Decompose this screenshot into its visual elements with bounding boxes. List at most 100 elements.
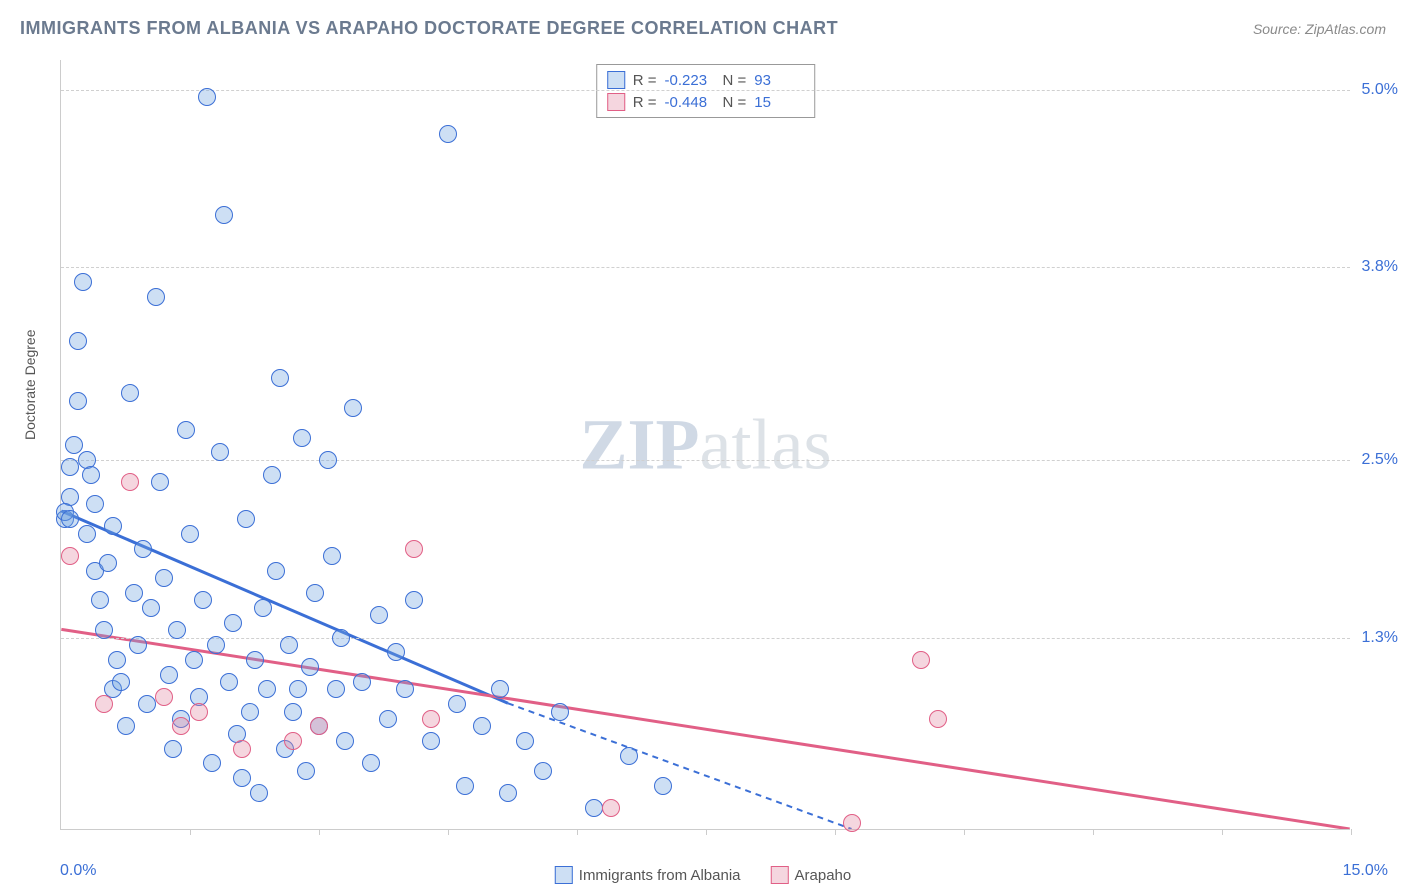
scatter-point-arapaho bbox=[405, 540, 423, 558]
scatter-point-albania bbox=[263, 466, 281, 484]
legend-n-label: N = bbox=[723, 94, 747, 111]
x-tick bbox=[1351, 829, 1352, 835]
x-tick bbox=[448, 829, 449, 835]
scatter-point-albania bbox=[91, 591, 109, 609]
x-tick bbox=[577, 829, 578, 835]
scatter-point-albania bbox=[164, 740, 182, 758]
scatter-point-albania bbox=[473, 717, 491, 735]
y-tick-label: 1.3% bbox=[1362, 629, 1398, 647]
scatter-point-albania bbox=[491, 680, 509, 698]
scatter-point-arapaho bbox=[310, 717, 328, 735]
series-legend: Immigrants from Albania Arapaho bbox=[555, 866, 851, 884]
scatter-point-arapaho bbox=[284, 732, 302, 750]
gridline bbox=[61, 460, 1350, 461]
legend-swatch bbox=[555, 866, 573, 884]
legend-swatch bbox=[771, 866, 789, 884]
scatter-point-albania bbox=[439, 125, 457, 143]
gridline bbox=[61, 90, 1350, 91]
scatter-point-albania bbox=[224, 614, 242, 632]
scatter-point-albania bbox=[306, 584, 324, 602]
y-tick-label: 2.5% bbox=[1362, 451, 1398, 469]
legend-swatch bbox=[607, 71, 625, 89]
scatter-point-albania bbox=[203, 754, 221, 772]
scatter-point-albania bbox=[121, 384, 139, 402]
legend-n-value: 93 bbox=[754, 72, 804, 89]
scatter-point-albania bbox=[134, 540, 152, 558]
scatter-point-albania bbox=[129, 636, 147, 654]
legend-r-value: -0.448 bbox=[665, 94, 715, 111]
scatter-point-albania bbox=[61, 510, 79, 528]
scatter-point-albania bbox=[185, 651, 203, 669]
scatter-point-albania bbox=[654, 777, 672, 795]
scatter-point-albania bbox=[194, 591, 212, 609]
scatter-point-albania bbox=[254, 599, 272, 617]
scatter-point-albania bbox=[250, 784, 268, 802]
trend-line-dashed-albania bbox=[508, 703, 852, 829]
scatter-point-albania bbox=[177, 421, 195, 439]
scatter-point-albania bbox=[327, 680, 345, 698]
scatter-point-albania bbox=[168, 621, 186, 639]
scatter-point-albania bbox=[181, 525, 199, 543]
chart-title: IMMIGRANTS FROM ALBANIA VS ARAPAHO DOCTO… bbox=[20, 18, 838, 39]
scatter-point-albania bbox=[353, 673, 371, 691]
scatter-point-albania bbox=[551, 703, 569, 721]
scatter-point-arapaho bbox=[912, 651, 930, 669]
scatter-point-arapaho bbox=[843, 814, 861, 832]
scatter-point-albania bbox=[233, 769, 251, 787]
scatter-point-albania bbox=[362, 754, 380, 772]
scatter-point-albania bbox=[69, 332, 87, 350]
series-legend-item-arapaho: Arapaho bbox=[771, 866, 852, 884]
legend-n-value: 15 bbox=[754, 94, 804, 111]
scatter-point-albania bbox=[211, 443, 229, 461]
legend-n-label: N = bbox=[723, 72, 747, 89]
scatter-point-albania bbox=[620, 747, 638, 765]
scatter-point-albania bbox=[246, 651, 264, 669]
scatter-point-albania bbox=[456, 777, 474, 795]
gridline bbox=[61, 267, 1350, 268]
x-tick bbox=[190, 829, 191, 835]
scatter-point-albania bbox=[160, 666, 178, 684]
scatter-point-albania bbox=[237, 510, 255, 528]
scatter-point-albania bbox=[585, 799, 603, 817]
scatter-point-albania bbox=[215, 206, 233, 224]
x-axis-min-label: 0.0% bbox=[60, 862, 96, 880]
scatter-point-albania bbox=[95, 621, 113, 639]
scatter-point-arapaho bbox=[172, 717, 190, 735]
scatter-point-albania bbox=[155, 569, 173, 587]
legend-swatch bbox=[607, 93, 625, 111]
x-tick bbox=[835, 829, 836, 835]
scatter-point-albania bbox=[448, 695, 466, 713]
scatter-point-albania bbox=[86, 495, 104, 513]
legend-row-albania: R =-0.223N =93 bbox=[607, 69, 805, 91]
scatter-point-albania bbox=[151, 473, 169, 491]
scatter-point-albania bbox=[405, 591, 423, 609]
x-tick bbox=[1093, 829, 1094, 835]
scatter-point-arapaho bbox=[190, 703, 208, 721]
x-tick bbox=[964, 829, 965, 835]
scatter-point-albania bbox=[99, 554, 117, 572]
scatter-point-albania bbox=[499, 784, 517, 802]
scatter-point-albania bbox=[241, 703, 259, 721]
scatter-point-albania bbox=[336, 732, 354, 750]
scatter-point-arapaho bbox=[929, 710, 947, 728]
scatter-point-arapaho bbox=[233, 740, 251, 758]
scatter-point-albania bbox=[332, 629, 350, 647]
trend-line-albania bbox=[61, 511, 508, 703]
source-label: Source: ZipAtlas.com bbox=[1253, 21, 1386, 37]
scatter-point-albania bbox=[65, 436, 83, 454]
legend-r-label: R = bbox=[633, 72, 657, 89]
series-legend-item-albania: Immigrants from Albania bbox=[555, 866, 741, 884]
y-tick-label: 3.8% bbox=[1362, 258, 1398, 276]
scatter-point-arapaho bbox=[602, 799, 620, 817]
series-legend-label: Arapaho bbox=[795, 867, 852, 884]
y-tick-label: 5.0% bbox=[1362, 81, 1398, 99]
scatter-point-albania bbox=[271, 369, 289, 387]
scatter-point-arapaho bbox=[121, 473, 139, 491]
scatter-point-albania bbox=[422, 732, 440, 750]
scatter-point-albania bbox=[289, 680, 307, 698]
legend-r-label: R = bbox=[633, 94, 657, 111]
scatter-point-albania bbox=[117, 717, 135, 735]
scatter-point-albania bbox=[323, 547, 341, 565]
scatter-point-albania bbox=[387, 643, 405, 661]
scatter-point-albania bbox=[82, 466, 100, 484]
